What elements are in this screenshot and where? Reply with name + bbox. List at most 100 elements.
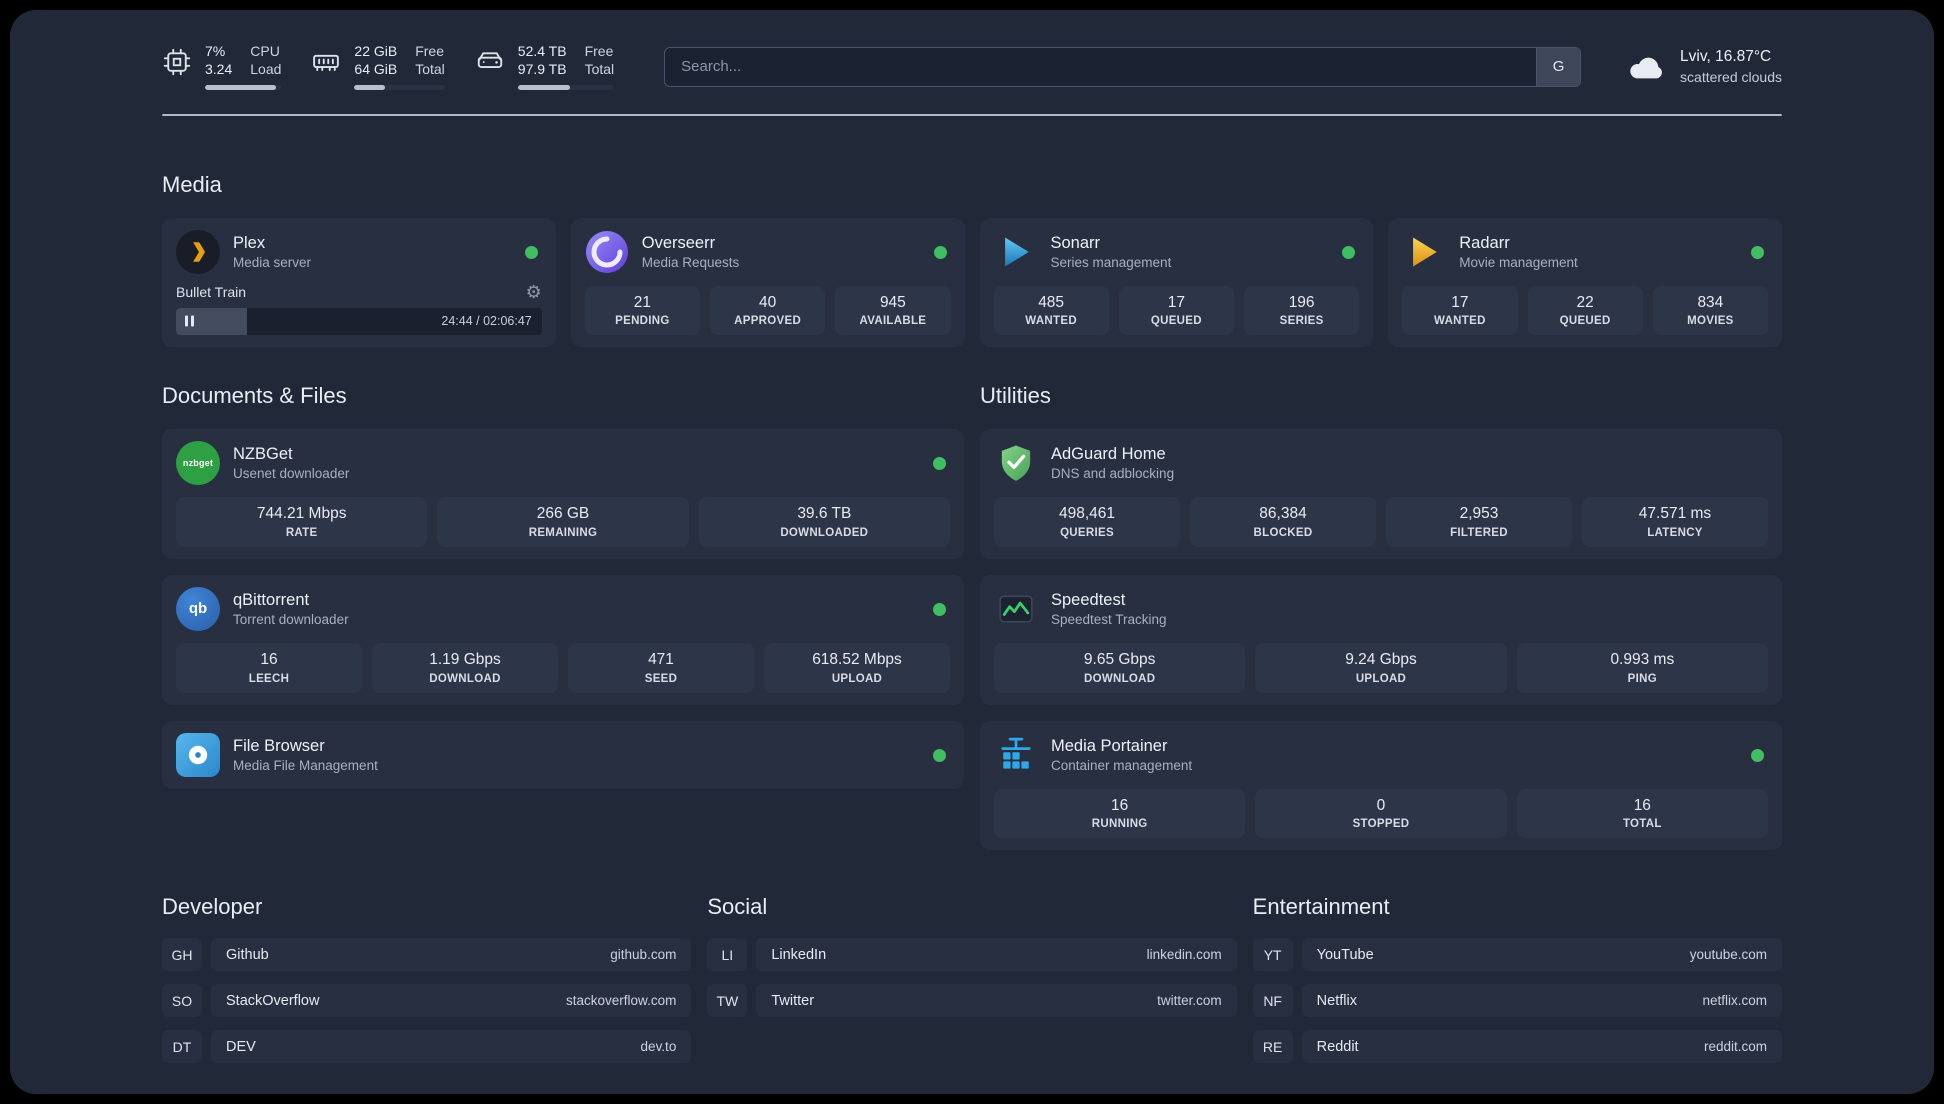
bookmark-abbr: RE [1252, 1030, 1293, 1064]
adguard-icon [994, 441, 1038, 485]
bookmark-group-entertainment: Entertainment YT YouTube youtube.com NF … [1252, 894, 1782, 1064]
disk-free-label: Free [584, 43, 614, 59]
status-dot [933, 457, 946, 471]
playback-progress-bar[interactable]: 24:44 / 02:06:47 [176, 307, 542, 335]
section-title-utilities: Utilities [980, 383, 1051, 409]
stat-value: 1.19 Gbps [429, 650, 501, 668]
weather-condition: scattered clouds [1680, 69, 1782, 86]
bookmark-twitter[interactable]: TW Twitter twitter.com [707, 984, 1237, 1018]
app-name: Speedtest [1051, 590, 1126, 609]
stat-label: DOWNLOADED [780, 526, 869, 539]
stat-tile: 9.65 Gbps DOWNLOAD [994, 642, 1246, 693]
search-input[interactable] [665, 47, 1537, 86]
weather-location: Lviv, 16.87°C [1680, 48, 1772, 66]
stat-tile: 47.571 ms LATENCY [1582, 497, 1768, 547]
stat-label: UPLOAD [831, 672, 883, 685]
weather-widget: Lviv, 16.87°C scattered clouds [1627, 47, 1782, 87]
gear-icon[interactable]: ⚙ [525, 281, 542, 302]
bookmark-github[interactable]: GH Github github.com [162, 938, 692, 972]
stat-label: SEED [644, 672, 678, 685]
stat-tile: 471 SEED [568, 642, 754, 693]
bookmark-youtube[interactable]: YT YouTube youtube.com [1252, 938, 1782, 972]
nzbget-app-link[interactable]: nzbget NZBGet Usenet downloader [176, 441, 950, 486]
stat-label: PING [1627, 672, 1657, 685]
stat-tile: 22 QUEUED [1527, 285, 1643, 336]
plex-app-link[interactable]: Plex Media server [176, 229, 542, 274]
section-title-social: Social [707, 894, 768, 920]
bookmark-abbr: GH [162, 938, 202, 972]
bookmark-name: StackOverflow [226, 992, 320, 1009]
stat-value: 0.993 ms [1610, 650, 1675, 668]
radarr-app-link[interactable]: Radarr Movie management [1402, 230, 1768, 274]
stat-label: DOWNLOAD [1083, 672, 1156, 685]
plex-card: Plex Media server Bullet Train ⚙ 24:44 /… [162, 217, 556, 348]
app-name: File Browser [233, 736, 325, 755]
bookmark-reddit[interactable]: RE Reddit reddit.com [1252, 1030, 1782, 1064]
stat-value: 266 GB [536, 505, 590, 523]
stat-value: 471 [648, 650, 674, 668]
speedtest-app-link[interactable]: Speedtest Speedtest Tracking [994, 587, 1768, 631]
pause-icon[interactable] [185, 315, 194, 327]
bookmark-name: Reddit [1316, 1038, 1359, 1055]
stat-value: 17 [1167, 293, 1185, 311]
status-dot [933, 748, 946, 762]
qbittorrent-app-link[interactable]: qb qBittorrent Torrent downloader [176, 586, 950, 631]
adguard-app-link[interactable]: AdGuard Home DNS and adblocking [994, 441, 1768, 485]
stat-value: 16 [1633, 796, 1651, 814]
stat-label: FILTERED [1450, 526, 1508, 539]
status-dot [1751, 748, 1764, 762]
stat-label: WANTED [1025, 315, 1077, 328]
stat-tile: 196 SERIES [1244, 285, 1360, 336]
cpu-load-label: Load [250, 61, 282, 78]
filebrowser-icon [176, 732, 220, 777]
disk-usage-bar [517, 84, 615, 90]
stat-tile: 498,461 QUERIES [994, 497, 1180, 547]
bookmark-dev[interactable]: DT DEV dev.to [162, 1030, 692, 1064]
dashboard: 7% 3.24 CPU Load [10, 10, 1934, 1094]
stat-label: LATENCY [1647, 526, 1703, 539]
ram-icon [313, 54, 340, 71]
bookmark-name: Github [226, 946, 269, 963]
speedtest-card: Speedtest Speedtest Tracking 9.65 Gbps D… [980, 574, 1782, 705]
portainer-app-link[interactable]: Media Portainer Container management [994, 733, 1768, 777]
app-name: Sonarr [1050, 233, 1101, 252]
bookmark-name: Twitter [771, 992, 815, 1009]
stat-label: QUEUED [1150, 315, 1202, 328]
stat-tile: 16 LEECH [176, 642, 362, 693]
app-name: Radarr [1459, 233, 1510, 252]
bookmark-netflix[interactable]: NF Netflix netflix.com [1252, 984, 1782, 1018]
bookmark-linkedin[interactable]: LI LinkedIn linkedin.com [707, 938, 1237, 972]
overseerr-app-link[interactable]: Overseerr Media Requests [585, 230, 951, 274]
sonarr-app-link[interactable]: Sonarr Series management [994, 230, 1360, 274]
media-grid: Plex Media server Bullet Train ⚙ 24:44 /… [162, 217, 1782, 348]
stat-label: REMAINING [528, 526, 598, 539]
disk-metric: 52.4 TB 97.9 TB Free Total [475, 43, 615, 90]
stat-value: 17 [1451, 293, 1469, 311]
stat-tile: 16 TOTAL [1516, 788, 1768, 839]
stat-tile: 834 MOVIES [1652, 285, 1768, 336]
stat-tile: 2,953 FILTERED [1386, 497, 1572, 547]
bookmark-stackoverflow[interactable]: SO StackOverflow stackoverflow.com [162, 984, 692, 1018]
radarr-icon [1402, 230, 1446, 274]
bookmark-abbr: TW [707, 984, 748, 1018]
disk-total-value: 97.9 TB [517, 61, 567, 78]
app-name: NZBGet [233, 445, 293, 464]
filebrowser-app-link[interactable]: File Browser Media File Management [176, 732, 950, 777]
stat-label: LEECH [248, 672, 290, 685]
stat-tile: 266 GB REMAINING [437, 497, 689, 547]
search-engine-button[interactable]: G [1536, 47, 1581, 86]
cpu-usage-bar [205, 84, 282, 90]
bookmark-abbr: SO [162, 984, 202, 1018]
status-dot [933, 245, 947, 259]
stat-tile: 945 AVAILABLE [835, 285, 951, 336]
cpu-load-value: 3.24 [205, 61, 233, 78]
stat-value: 22 [1576, 293, 1594, 311]
ram-total-label: Total [415, 61, 445, 78]
stat-tile: 39.6 TB DOWNLOADED [698, 497, 950, 547]
stat-tile: 16 RUNNING [994, 788, 1246, 839]
stat-value: 498,461 [1058, 505, 1116, 523]
nzbget-icon: nzbget [176, 441, 220, 486]
bookmark-url: github.com [610, 947, 677, 963]
stat-value: 47.571 ms [1638, 505, 1712, 523]
filebrowser-card: File Browser Media File Management [162, 720, 964, 789]
